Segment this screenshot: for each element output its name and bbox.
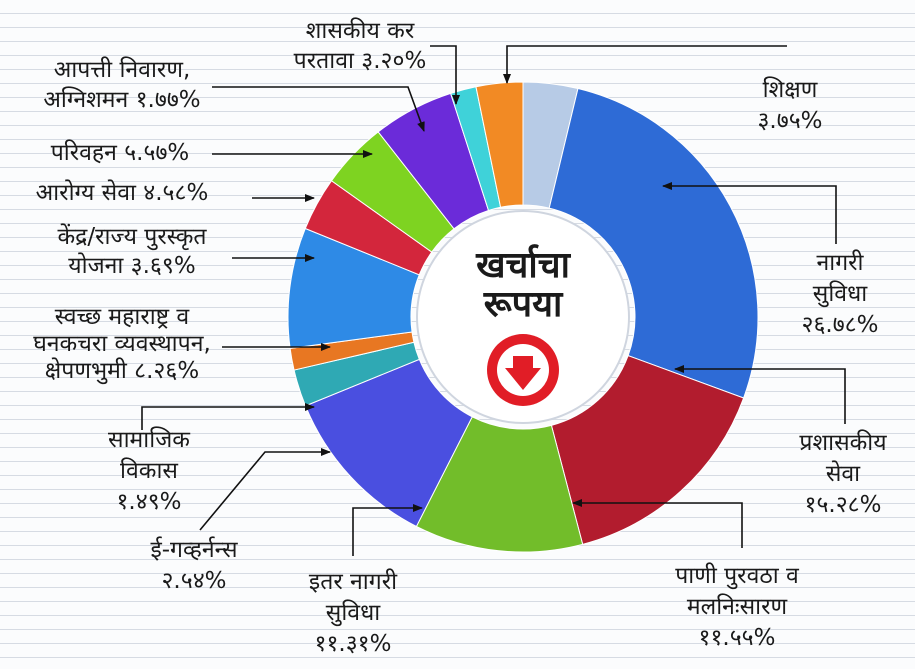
slice-label: केंद्र/राज्य पुरस्कृत योजना ३.६९% [58,223,208,279]
slice-label-line: शासकीय कर [306,17,415,44]
slice-label: शासकीय कर परतावा ३.२०% [294,17,427,74]
slice-label: परिवहन ५.५७% [51,139,190,166]
slice-label-line: घनकचरा व्यवस्थापन, [33,331,211,357]
slice-label-line: इतर नागरी [309,568,398,595]
slice-label-line: परतावा ३.२०% [294,48,427,74]
slice-label: शिक्षण ३.७५% [757,76,822,134]
slice-label: स्वच्छ महाराष्ट्र व घनकचरा व्यवस्थापन, क्ष… [33,304,211,385]
slice-label-line: ११.३१% [314,631,391,657]
leader-arrow [141,403,315,430]
slice-label-line: १.४९% [116,489,181,515]
leader-arrow [199,448,331,531]
slice-label: आरोग्य सेवा ४.५८% [36,179,209,206]
slice-label-line: आपत्ती निवारण, [54,56,191,83]
slice-label-line: परिवहन ५.५७% [51,139,190,166]
slice-label-line: स्वच्छ महाराष्ट्र व [55,304,191,330]
down-arrow-circle-icon [487,334,559,406]
donut-hole [416,210,630,424]
slice-label-line: योजना ३.६९% [68,252,195,279]
slice-label: नागरी सुविधा २६.७८% [801,249,878,338]
donut-slice [548,87,759,399]
slice-label-line: मलनिःसारण [687,593,788,620]
slice-label-line: २.५४% [161,568,226,594]
slice-label: प्रशासकीय सेवा १५.२८% [799,429,887,518]
slice-label-line: सामाजिक [108,426,191,453]
slice-label-line: सेवा [826,460,861,487]
slice-label-line: ई-गव्हर्नन्स [150,536,238,563]
leader-arrow [430,45,460,105]
slice-label-line: नागरी [816,249,864,276]
leader-arrow [212,86,425,132]
leader-arrow [352,504,423,556]
slice-label-line: सुविधा [813,280,868,308]
leader-arrow [674,365,846,424]
slice-label: इतर नागरी सुविधा ११.३१% [309,568,398,657]
slice-label-line: शिक्षण [763,76,818,103]
slice-label-line: केंद्र/राज्य पुरस्कृत [58,223,208,251]
slice-label: आपत्ती निवारण, अग्निशमन १.७७% [43,56,200,113]
slice-label-line: अग्निशमन १.७७% [43,86,200,113]
donut-slice [475,81,524,208]
slice-label-line: २६.७८% [801,312,878,338]
leader-arrow [503,45,787,84]
slice-label-line: सुविधा [326,599,381,627]
slice-label-line: प्रशासकीय [799,429,887,456]
slice-label-line: ३.७५% [757,108,822,134]
slice-label-line: पाणी पुरवठा व [675,562,800,590]
slice-label-line: १५.२८% [804,492,881,518]
slice-label-line: आरोग्य सेवा ४.५८% [36,179,209,206]
center-title-line-2: रूपया [483,284,564,325]
leader-arrow [662,182,837,244]
leader-arrow [572,499,743,548]
slice-label: पाणी पुरवठा व मलनिःसारण ११.५५% [675,562,800,651]
center-title-line-1: खर्चाचा [475,244,571,286]
slice-label: सामाजिक विकास १.४९% [108,426,191,515]
donut-slice [550,354,745,545]
slice-label: ई-गव्हर्नन्स २.५४% [150,536,238,594]
slice-label-line: ११.५५% [698,625,775,651]
slice-label-line: क्षेपणभुमी ८.२६% [45,357,199,385]
slice-label-line: विकास [120,457,178,484]
